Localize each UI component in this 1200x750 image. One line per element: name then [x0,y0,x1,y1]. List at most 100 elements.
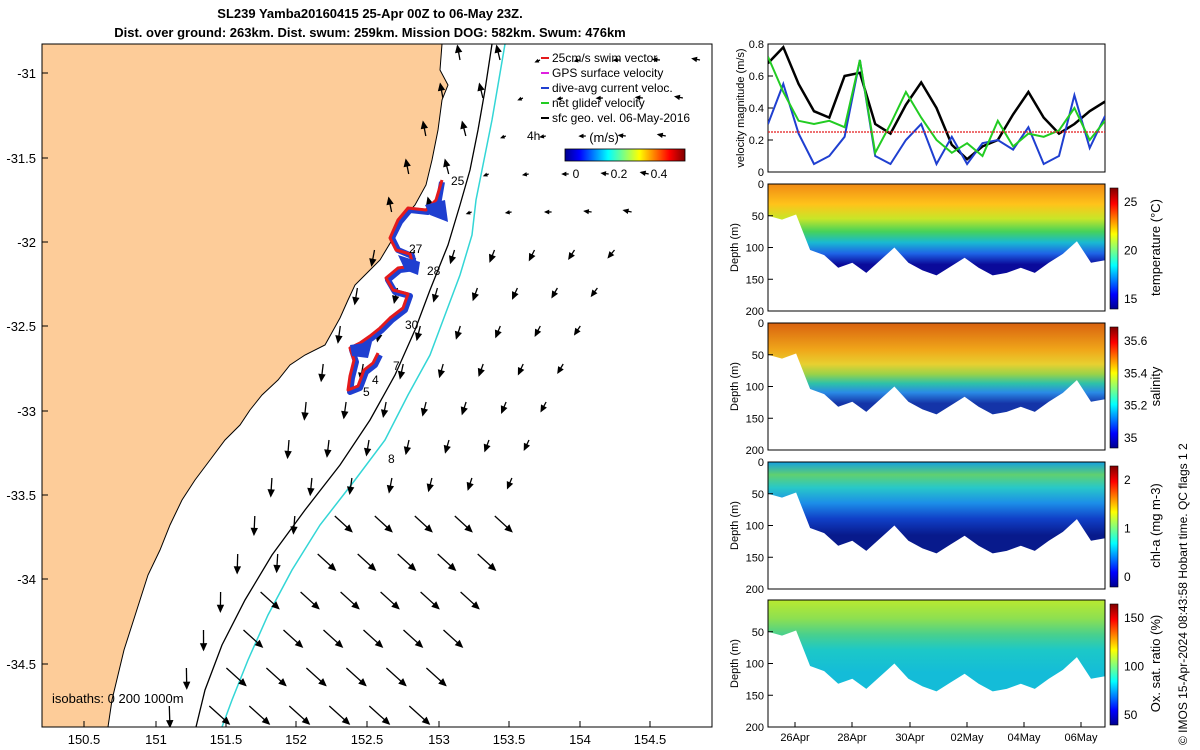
current-arrow [225,667,247,687]
current-arrow [504,210,512,215]
current-arrow [334,515,353,533]
profile-colorbar [1109,326,1119,449]
current-arrow [534,58,541,63]
current-arrow [443,439,451,454]
current-arrow [539,134,546,139]
current-arrow [443,629,464,648]
current-arrow [284,439,292,460]
map-x-tick-label: 151.5 [210,732,243,747]
current-arrow [397,363,406,380]
current-arrow [543,209,552,215]
current-arrow [500,134,507,139]
current-arrow [517,363,525,376]
velocity-y-tick-label: 0 [758,167,764,179]
colorbar-label: temperature (°C) [1148,199,1163,296]
current-arrow [471,287,479,302]
current-arrow [426,477,434,493]
profile-y-tick-label: 0 [758,179,764,191]
track-day-label: 7 [393,359,400,373]
current-arrow [335,325,343,344]
current-arrow [465,210,472,215]
current-arrow [477,363,485,377]
colorbar-label: salinity [1148,366,1163,406]
velocity-line-sfc-geo-vel- [768,44,1105,161]
profile-y-tick-label: 200 [746,306,764,318]
current-arrow [346,477,355,495]
profile-section-fill [768,323,1105,415]
profile-panel-4[interactable]: 50 100 150 200 Depth (m) 150 100 50 Ox. sat. rat… [729,599,1163,734]
velocity-magnitude-panel[interactable]: 0 0.2 0.4 0.6 0.8 velocity magnitude (m/s) [735,39,1106,179]
legend-entry: sfc geo. vel. 06-May-2016 [552,111,690,125]
current-arrow [403,158,411,175]
current-arrow [267,477,275,498]
map-panel[interactable]: 25 27 28 30 7 4 5 8 150.5 151 151.5 152 152.… [6,43,713,747]
velocity-ylabel: velocity magnitude (m/s) [735,48,747,167]
profile-y-tick-label: 150 [746,274,764,286]
current-arrow [265,667,287,687]
track-day-label: 4 [372,373,379,387]
profile-panel-1[interactable]: 0 50 100 150 200 Depth (m) 25 20 15 temperature (… [729,179,1163,318]
time-tick-label: 06May [1064,732,1098,744]
colorbar-tick-label: 20 [1124,244,1138,258]
time-tick-label: 30Apr [895,732,925,744]
velocity-y-tick-label: 0.6 [749,71,764,83]
current-arrow [517,96,524,101]
current-arrow [341,401,349,420]
current-arrow [437,553,457,572]
current-arrow [612,57,621,63]
glider-track [346,179,448,395]
map-x-tick-label: 151 [145,732,167,747]
current-arrow [380,401,389,419]
profile-panel-3[interactable]: 0 50 100 150 200 Depth (m) 2 1 0 chl-a (mg m-3) [729,457,1163,596]
current-arrow [651,57,661,63]
colorbar-tick-label: 35.2 [1124,399,1148,413]
current-arrow [420,591,440,610]
profile-panel-2[interactable]: 0 50 100 150 200 Depth (m) 35.6 35.4 35.2 35 salin… [729,318,1163,457]
current-arrow [460,591,480,610]
map-y-tick-label: -32 [17,235,36,250]
plot-title-line-1: SL239 Yamba20160415 25-Apr 00Z to 06-May… [217,6,523,21]
current-arrow [363,629,384,648]
colorbar-tick-label: 35.4 [1124,366,1148,380]
current-arrow [455,44,463,61]
profile-ylabel: Depth (m) [729,223,741,272]
track-day-label: 25 [451,174,465,188]
current-arrow [300,591,320,610]
current-arrow [166,705,174,727]
current-arrow [578,133,586,139]
map-y-tick-label: -32.5 [6,319,36,334]
current-arrow [260,591,280,610]
colorbar-tick-label: 150 [1124,611,1144,625]
track-day-label: 30 [405,318,419,332]
map-x-tick-label: 150.5 [68,732,101,747]
map-x-axis: 150.5 151 151.5 152 152.5 153 153.5 154 154.5 [68,721,666,747]
profile-ylabel: Depth (m) [729,362,741,411]
current-arrow [380,591,400,610]
current-arrow [340,591,360,610]
current-arrow [500,401,508,414]
current-arrow [448,249,457,265]
current-arrow [556,96,564,101]
colorbar-tick: 0 [573,167,580,181]
current-arrow [489,249,496,263]
profile-y-tick-label: 100 [746,382,764,394]
time-axis: 26Apr 28Apr 30Apr 02May 04May 06May [780,722,1098,744]
blue-current-plume-3 [350,342,372,358]
time-scale-label: 4h [527,129,540,143]
map-y-tick-label: -33 [17,404,36,419]
current-arrow [521,172,529,177]
current-arrow [386,196,394,213]
current-arrow [386,477,395,494]
current-vector-field [166,44,701,727]
isobaths-label: isobaths: 0 200 1000m [52,691,184,706]
current-arrow [494,515,513,533]
current-arrow [403,629,424,648]
current-arrow [437,363,445,379]
current-arrow [290,515,298,535]
current-arrow [414,515,433,533]
speed-colorbar [564,148,686,162]
profile-y-tick-label: 100 [746,521,764,533]
current-arrow [460,120,468,137]
profile-y-tick-label: 0 [758,457,764,469]
time-tick-label: 04May [1007,732,1041,744]
